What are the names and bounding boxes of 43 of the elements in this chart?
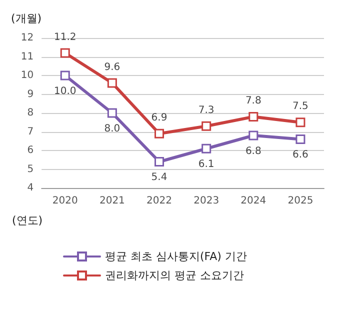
y-tick-label: 12 [20,32,34,44]
data-label: 7.5 [292,101,308,112]
data-label: 8.0 [104,123,120,134]
x-tick-label: 2022 [146,196,172,206]
x-tick-label: 2024 [240,196,266,206]
y-tick-label: 5 [27,164,34,175]
x-tick-label: 2023 [194,196,220,206]
x-tick-label: 2025 [288,196,314,206]
point [60,70,70,80]
x-axis-title: (연도) [12,214,43,227]
data-label: 7.3 [198,104,214,116]
legend-label: 평균 최초 심사통지(FA) 기간 [105,250,247,263]
data-label: 6.8 [245,146,262,157]
y-axis-title: (개월) [10,12,42,25]
point [296,118,306,128]
point [248,130,258,140]
y-tick-label: 6 [27,145,34,156]
y-tick-label: 8 [27,108,34,118]
point [154,128,164,138]
data-label: 6.6 [292,150,308,160]
point [202,121,212,131]
point [202,144,212,154]
y-tick-label: 7 [27,126,34,138]
data-label: 6.1 [198,158,214,170]
y-tick-label: 9 [27,88,34,100]
point [154,157,164,166]
data-label: 7.8 [245,96,262,106]
point [60,48,70,58]
data-label: 5.4 [151,172,168,183]
point [107,78,117,88]
x-tick-label: 2020 [52,196,78,206]
y-tick-label: 10 [20,70,34,81]
point [248,112,258,122]
data-label: 11.2 [54,32,76,43]
data-label: 6.9 [151,112,168,124]
data-label: 10.0 [54,86,76,97]
point [296,134,306,144]
y-tick-label: 11 [20,51,34,62]
legend-label: 권리화까지의 평균 소요기간 [105,269,244,282]
x-tick-label: 2021 [99,196,125,206]
data-label: 9.6 [104,62,120,73]
y-tick-label: 4 [27,182,34,194]
point [107,108,117,118]
